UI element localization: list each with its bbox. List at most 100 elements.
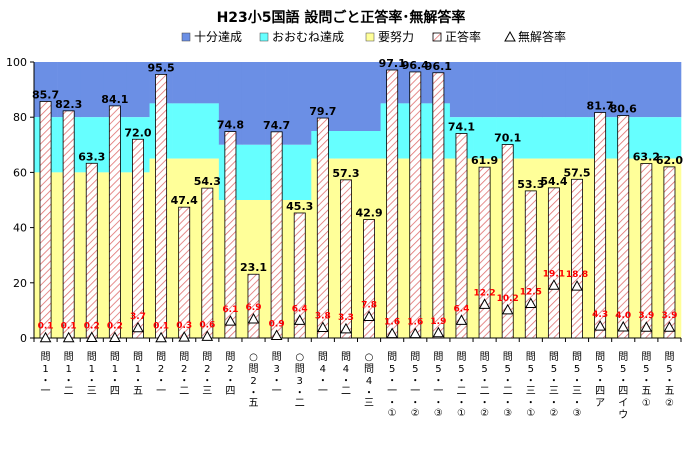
x-category-label: 問1・五 bbox=[133, 351, 143, 397]
x-category-part: ・ bbox=[295, 388, 305, 399]
x-category-part: 五 bbox=[249, 398, 259, 409]
x-category-part: 3 bbox=[273, 364, 279, 375]
x-category-part: ・ bbox=[272, 376, 282, 387]
no-answer-marker bbox=[617, 320, 630, 332]
no-answer-marker bbox=[132, 321, 144, 333]
x-category-part: ③ bbox=[573, 408, 582, 419]
x-category-part: 4 bbox=[320, 364, 326, 375]
x-category-part: ○ bbox=[365, 352, 374, 363]
band-mostly bbox=[334, 131, 358, 159]
x-category-label: 問5・二・② bbox=[480, 351, 490, 419]
x-category-part: 問 bbox=[110, 351, 120, 363]
correct-rate-label: 74.8 bbox=[217, 119, 244, 132]
x-category-part: ① bbox=[526, 408, 535, 419]
no-answer-marker bbox=[155, 331, 167, 343]
band-full bbox=[241, 62, 266, 145]
x-category-label: ○問2・五 bbox=[249, 352, 259, 409]
correct-rate-bar bbox=[571, 178, 583, 339]
band-full bbox=[311, 62, 335, 131]
x-category-part: ・ bbox=[364, 388, 374, 399]
x-category-part: 一 bbox=[156, 386, 166, 397]
band-full bbox=[611, 62, 636, 118]
x-category-label: 問5・五② bbox=[664, 351, 674, 409]
correct-rate-bar bbox=[247, 273, 260, 339]
correct-rate-label: 23.1 bbox=[240, 261, 267, 274]
x-category-label: ○問4・三 bbox=[364, 352, 374, 409]
no-answer-marker bbox=[270, 329, 283, 341]
band-full bbox=[449, 62, 474, 118]
band-full bbox=[473, 62, 497, 118]
achievement-bands bbox=[34, 62, 682, 338]
no-answer-label: 6.4 bbox=[454, 304, 470, 314]
no-answer-marker bbox=[432, 326, 445, 338]
no-answer-label: 0.1 bbox=[61, 322, 77, 332]
x-category-part: 5 bbox=[505, 364, 511, 375]
x-category-part: 四 bbox=[225, 386, 235, 397]
x-category-part: 問 bbox=[341, 351, 351, 363]
correct-rate-bar bbox=[524, 190, 537, 339]
no-answer-marker bbox=[293, 314, 306, 325]
x-category-part: 問 bbox=[41, 351, 51, 363]
x-category-part: 二 bbox=[295, 398, 305, 409]
no-answer-label: 3.3 bbox=[338, 313, 354, 323]
correct-rate-bar bbox=[386, 69, 399, 339]
x-category-part: 二 bbox=[503, 386, 513, 397]
correct-rate-bar bbox=[201, 187, 214, 339]
x-category-part: 5 bbox=[389, 364, 395, 375]
correct-rate-label: 96.1 bbox=[425, 60, 452, 73]
correct-rate-label: 63.2 bbox=[633, 151, 660, 164]
x-category-part: ・ bbox=[318, 376, 328, 387]
no-answer-marker bbox=[201, 330, 214, 341]
x-category-part: 問 bbox=[87, 351, 97, 363]
x-category-part: 1 bbox=[112, 364, 118, 375]
x-category-part: 5 bbox=[528, 364, 534, 375]
x-category-part: 四 bbox=[618, 386, 628, 397]
x-category-part: 五 bbox=[664, 386, 674, 397]
x-category-part: ・ bbox=[549, 398, 559, 409]
no-answer-marker bbox=[386, 327, 399, 339]
correct-rate-label: 72.0 bbox=[124, 126, 151, 139]
x-category-part: ・ bbox=[41, 376, 51, 387]
band-mostly bbox=[241, 144, 266, 200]
x-category-label: 問5・三・① bbox=[526, 351, 536, 419]
x-category-part: 問 bbox=[526, 351, 536, 363]
x-category-part: 1 bbox=[135, 364, 141, 375]
band-full bbox=[565, 62, 589, 118]
legend-swatch-correct bbox=[432, 32, 442, 42]
band-full bbox=[172, 62, 197, 104]
correct-rate-label: 54.3 bbox=[194, 175, 221, 188]
x-category-part: 三 bbox=[549, 386, 559, 397]
y-tick-label: 100 bbox=[6, 56, 27, 69]
x-category-part: ① bbox=[457, 408, 466, 419]
x-category-part: イ bbox=[618, 398, 628, 409]
correct-rate-bar bbox=[85, 162, 98, 339]
x-category-part: ② bbox=[549, 408, 558, 419]
x-category-label: 問5・一・② bbox=[410, 351, 420, 419]
correct-rate-label: 79.7 bbox=[309, 105, 336, 118]
legend-swatch-mostly bbox=[259, 32, 269, 42]
no-answer-label: 0.2 bbox=[84, 321, 100, 331]
no-answer-marker bbox=[109, 331, 121, 342]
correct-rate-label: 74.1 bbox=[448, 120, 475, 133]
no-answer-marker bbox=[39, 331, 52, 343]
no-answer-marker bbox=[363, 310, 375, 321]
no-answer-marker bbox=[478, 298, 491, 309]
no-answer-marker bbox=[663, 321, 676, 332]
no-answer-marker bbox=[85, 331, 98, 342]
band-mostly bbox=[634, 117, 659, 159]
x-category-part: 一 bbox=[41, 386, 51, 397]
band-full bbox=[496, 62, 520, 118]
no-answer-marker bbox=[524, 297, 537, 308]
no-answer-label: 3.9 bbox=[638, 311, 654, 321]
correct-rate-label: 96.4 bbox=[402, 59, 429, 72]
no-answer-label: 12.2 bbox=[473, 288, 495, 298]
x-category-part: 三 bbox=[202, 386, 212, 397]
x-category-label: 問5・二・③ bbox=[503, 351, 513, 419]
no-answer-label: 4.0 bbox=[615, 311, 631, 321]
x-category-part: 二 bbox=[64, 386, 74, 397]
correct-rate-bar bbox=[340, 179, 352, 339]
x-category-part: 三 bbox=[364, 398, 374, 409]
legend-label: 無解答率 bbox=[518, 29, 566, 44]
x-category-part: ② bbox=[411, 408, 420, 419]
band-mostly bbox=[288, 144, 312, 200]
